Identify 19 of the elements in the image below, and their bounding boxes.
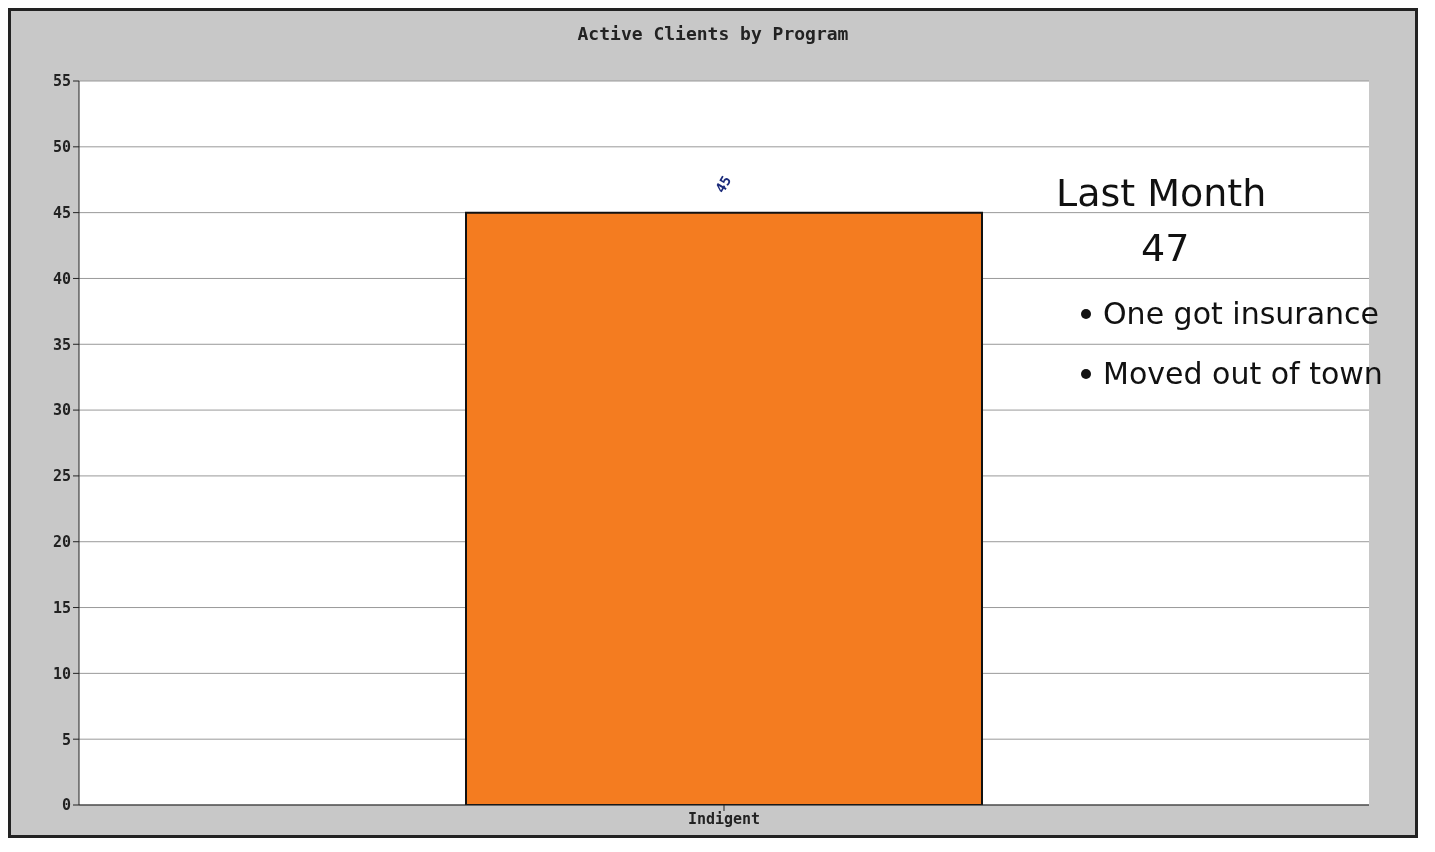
- y-tick-label: 0: [61, 796, 71, 815]
- data-label: 45: [711, 172, 735, 196]
- y-tick-label: 50: [52, 138, 71, 157]
- y-tick-label: 40: [52, 269, 71, 288]
- y-tick-label: 55: [52, 72, 71, 91]
- annotation: Last Month: [1056, 171, 1267, 215]
- y-tick-label: 10: [52, 664, 71, 683]
- y-tick-label: 35: [52, 335, 71, 354]
- annotation: 47: [1141, 226, 1190, 270]
- annotation: One got insurance: [1103, 296, 1379, 331]
- y-tick-label: 20: [52, 533, 71, 552]
- y-tick-label: 30: [52, 401, 71, 420]
- x-tick-label: Indigent: [687, 809, 761, 828]
- chart-title: Active Clients by Program: [576, 22, 850, 46]
- y-tick-label: 15: [52, 598, 71, 617]
- y-tick-label: 45: [52, 203, 71, 222]
- y-tick-label: 25: [52, 467, 71, 486]
- annotation: Moved out of town: [1103, 356, 1383, 391]
- y-tick-label: 5: [61, 730, 71, 749]
